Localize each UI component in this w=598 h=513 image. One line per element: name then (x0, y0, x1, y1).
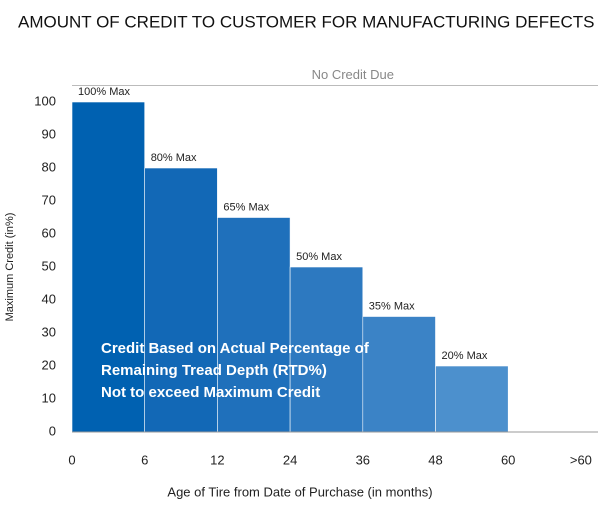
value-label: 100% Max (78, 86, 130, 98)
bar (217, 217, 291, 433)
x-tick-label: 6 (141, 452, 148, 467)
y-tick-label: 30 (42, 324, 56, 339)
y-tick-label: 50 (42, 258, 56, 273)
y-tick-label: 20 (42, 357, 56, 372)
y-tick-label: 40 (42, 291, 56, 306)
x-tick-label: 24 (283, 452, 297, 467)
value-label: 35% Max (369, 300, 415, 312)
value-label: 50% Max (296, 251, 342, 263)
annotation-line: Not to exceed Maximum Credit (101, 384, 320, 401)
value-label: 80% Max (151, 152, 197, 164)
y-tick-label: 70 (42, 192, 56, 207)
y-tick-label: 10 (42, 390, 56, 405)
value-label: 65% Max (223, 201, 269, 213)
y-tick-label: 100 (34, 93, 56, 108)
bar (362, 316, 436, 433)
x-tick-label: 48 (428, 452, 442, 467)
annotation-line: Remaining Tread Depth (RTD%) (101, 362, 327, 379)
bar (71, 101, 145, 433)
y-tick-label: 90 (42, 126, 56, 141)
x-axis-label: Age of Tire from Date of Purchase (in mo… (167, 484, 432, 499)
x-tick-label: 60 (501, 452, 515, 467)
y-tick-label: 60 (42, 225, 56, 240)
x-tick-label: 12 (210, 452, 224, 467)
y-axis-label: Maximum Credit (in%) (4, 213, 16, 322)
chart-title: AMOUNT OF CREDIT TO CUSTOMER FOR MANUFAC… (18, 12, 594, 31)
y-tick-label: 0 (49, 423, 56, 438)
x-tick-label: >60 (570, 452, 592, 467)
y-tick-label: 80 (42, 159, 56, 174)
region-label: No Credit Due (312, 67, 394, 82)
annotation-line: Credit Based on Actual Percentage of (101, 340, 370, 357)
x-tick-label: 36 (356, 452, 370, 467)
bar (435, 365, 509, 433)
value-label: 20% Max (442, 350, 488, 362)
x-tick-label: 0 (68, 452, 75, 467)
